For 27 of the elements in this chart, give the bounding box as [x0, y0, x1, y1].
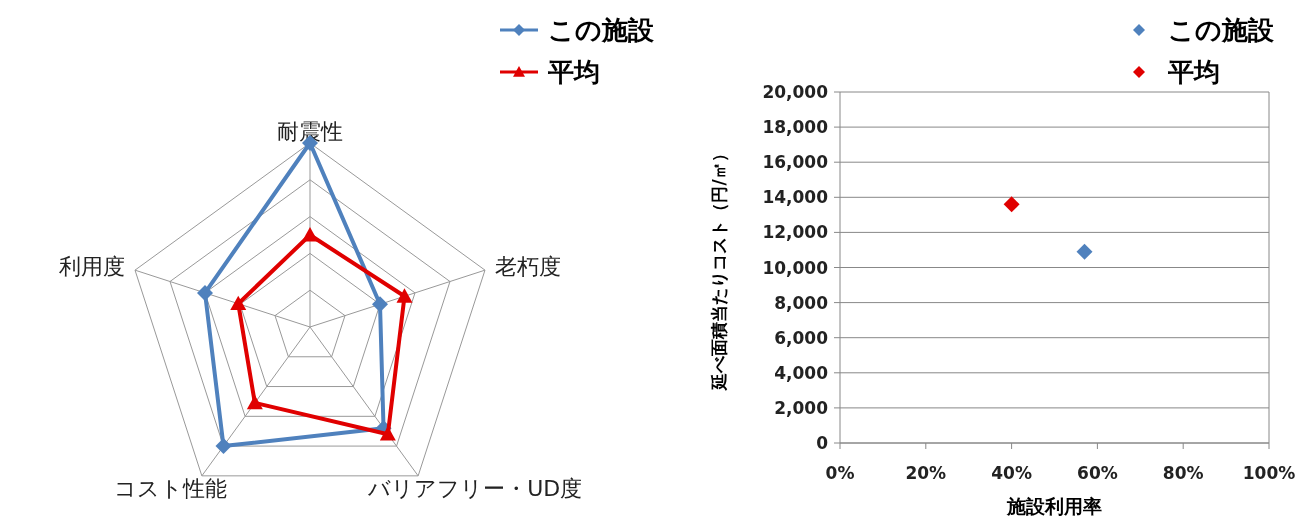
- y-axis-title: 延べ面積当たりコスト（円/㎡）: [709, 145, 729, 392]
- y-tick-label: 0: [816, 433, 829, 453]
- y-tick-label: 4,000: [774, 362, 829, 383]
- y-tick-label: 6,000: [774, 327, 829, 348]
- y-tick-label: 16,000: [762, 152, 829, 173]
- y-tick-label: 10,000: [762, 257, 829, 278]
- legend-label: この施設: [1168, 15, 1275, 45]
- y-tick-label: 8,000: [774, 292, 829, 313]
- y-tick-label: 18,000: [762, 117, 829, 138]
- x-tick-label: 40%: [991, 463, 1032, 483]
- legend-label: この施設: [548, 15, 655, 45]
- y-tick-label: 2,000: [774, 397, 829, 418]
- x-tick-label: 0%: [825, 463, 855, 483]
- x-axis-title: 施設利用率: [1006, 495, 1102, 517]
- spoke-label: 老朽度: [494, 254, 561, 280]
- y-tick-label: 12,000: [762, 222, 829, 243]
- x-tick-label: 100%: [1242, 463, 1296, 483]
- legend-label: 平均: [547, 57, 600, 87]
- x-tick-label: 60%: [1077, 463, 1118, 483]
- spoke-label: バリアフリー・UD度: [367, 475, 583, 501]
- spoke-label: コスト性能: [113, 475, 227, 501]
- spoke-label: 利用度: [59, 254, 126, 280]
- x-tick-label: 20%: [905, 463, 947, 483]
- y-tick-label: 20,000: [762, 82, 829, 102]
- y-tick-label: 14,000: [762, 187, 829, 208]
- x-tick-label: 80%: [1162, 463, 1204, 483]
- legend-label: 平均: [1167, 57, 1220, 87]
